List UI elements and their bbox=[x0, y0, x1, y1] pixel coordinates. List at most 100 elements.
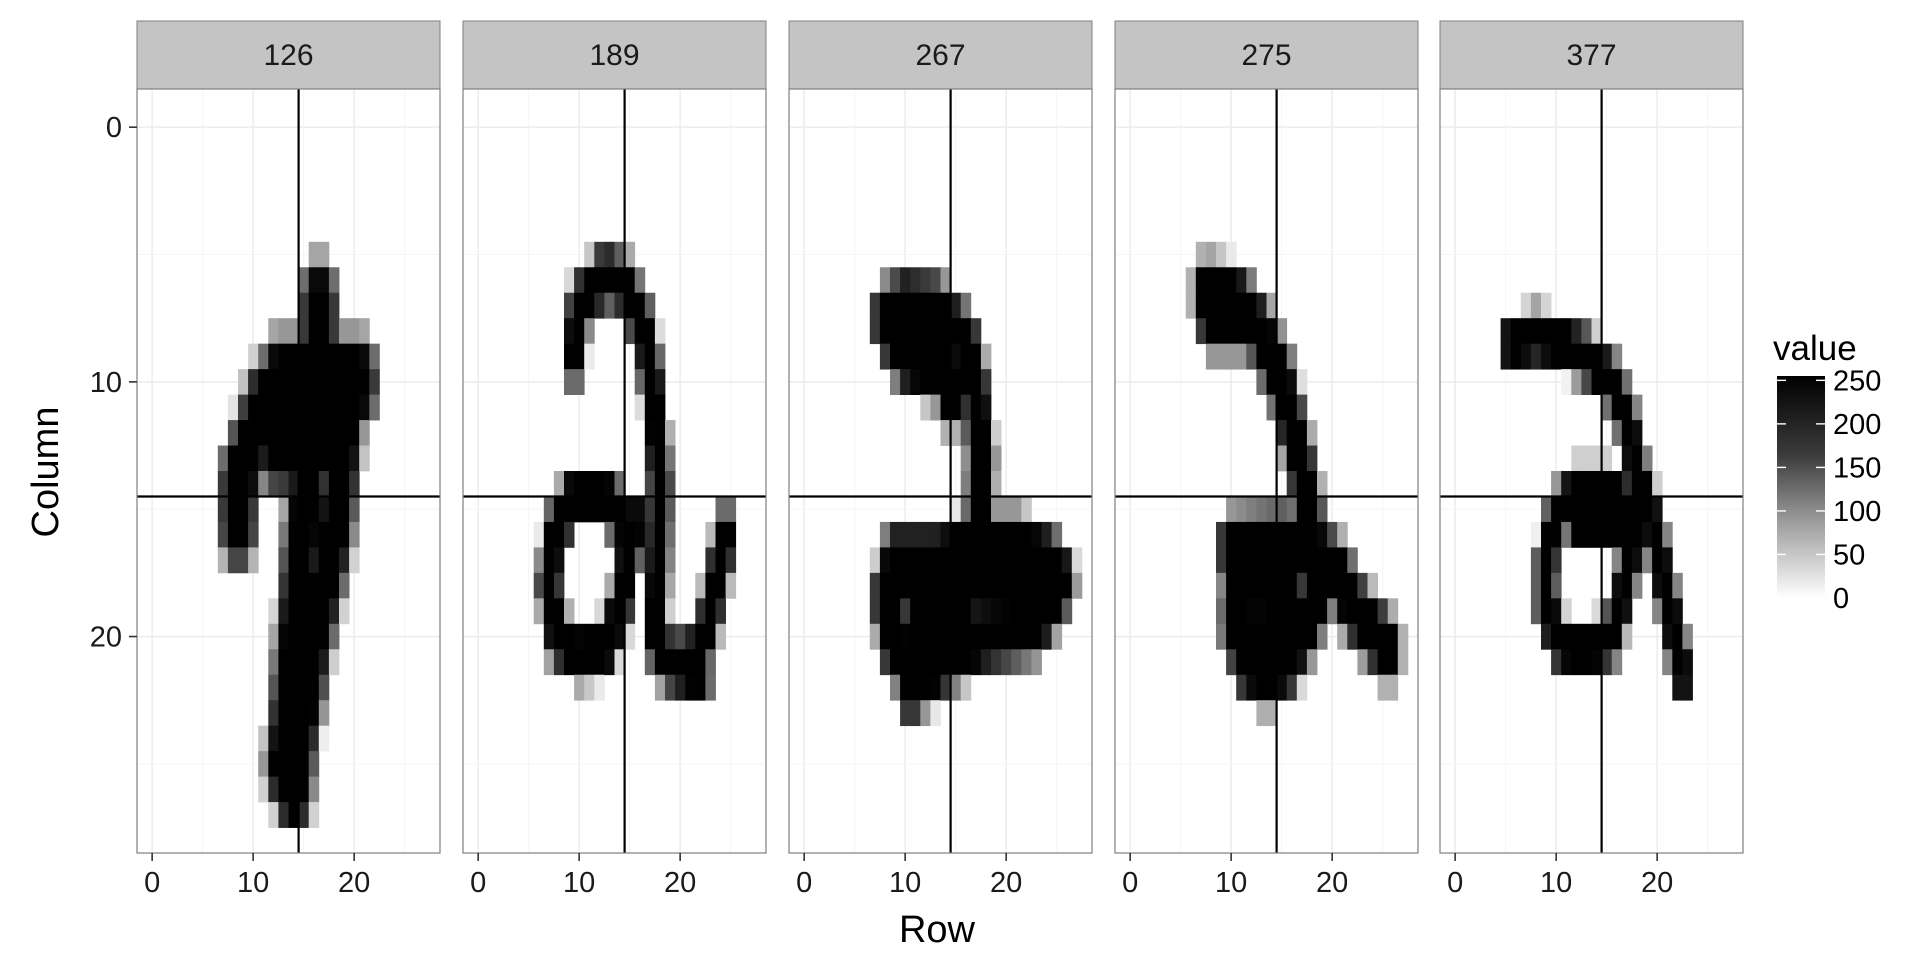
pixel-tile bbox=[1500, 343, 1512, 370]
pixel-tile bbox=[1071, 547, 1083, 574]
pixel-tile bbox=[339, 343, 350, 370]
pixel-tile bbox=[1256, 521, 1267, 548]
pixel-tile bbox=[634, 496, 646, 523]
pixel-tile bbox=[553, 496, 565, 523]
pixel-tile bbox=[1621, 445, 1633, 472]
pixel-tile bbox=[339, 369, 350, 395]
pixel-tile bbox=[1621, 369, 1633, 395]
pixel-tile bbox=[1276, 420, 1288, 446]
pixel-tile bbox=[940, 521, 951, 548]
pixel-tile bbox=[920, 572, 931, 599]
pixel-tile bbox=[268, 623, 279, 650]
pixel-tile bbox=[318, 445, 330, 472]
pixel-tile bbox=[1051, 623, 1063, 650]
pixel-tile bbox=[1672, 649, 1683, 676]
pixel-tile bbox=[1541, 572, 1552, 599]
pixel-tile bbox=[1205, 241, 1217, 268]
pixel-tile bbox=[258, 776, 269, 803]
pixel-tile bbox=[328, 649, 340, 676]
x-tick-label: 10 bbox=[889, 867, 921, 899]
pixel-tile bbox=[665, 623, 676, 650]
pixel-tile bbox=[318, 471, 330, 497]
pixel-tile bbox=[1256, 292, 1267, 319]
pixel-tile bbox=[258, 751, 269, 777]
panel-background bbox=[1115, 89, 1418, 853]
legend-tick-label: 150 bbox=[1833, 452, 1881, 484]
pixel-tile bbox=[1530, 292, 1542, 319]
pixel-tile bbox=[1286, 521, 1298, 548]
pixel-tile bbox=[920, 598, 931, 625]
pixel-tile bbox=[1276, 598, 1288, 625]
pixel-tile bbox=[308, 674, 320, 701]
pixel-tile bbox=[685, 649, 696, 676]
pixel-tile bbox=[715, 598, 726, 625]
pixel-tile bbox=[339, 471, 350, 497]
pixel-tile bbox=[1541, 318, 1552, 345]
pixel-tile bbox=[654, 623, 666, 650]
pixel-tile bbox=[1551, 649, 1562, 676]
x-tick-label: 10 bbox=[237, 867, 269, 899]
pixel-tile bbox=[950, 420, 962, 446]
pixel-tile bbox=[604, 241, 615, 268]
pixel-tile bbox=[1652, 547, 1663, 574]
facet-strip bbox=[1439, 20, 1744, 90]
pixel-tile bbox=[675, 674, 686, 701]
pixel-tile bbox=[940, 318, 951, 345]
pixel-tile bbox=[1276, 572, 1288, 599]
pixel-tile bbox=[869, 318, 881, 345]
pixel-tile bbox=[1276, 496, 1288, 523]
pixel-tile bbox=[1530, 547, 1542, 574]
pixel-tile bbox=[725, 496, 737, 523]
pixel-tile bbox=[1246, 547, 1257, 574]
pixel-tile bbox=[328, 572, 340, 599]
pixel-tile bbox=[278, 674, 289, 701]
pixel-tile bbox=[970, 343, 982, 370]
pixel-tile bbox=[1011, 572, 1022, 599]
pixel-tile bbox=[869, 547, 881, 574]
pixel-tile bbox=[328, 471, 340, 497]
pixel-tile bbox=[1226, 496, 1237, 523]
pixel-tile bbox=[288, 623, 299, 650]
pixel-tile bbox=[1246, 318, 1257, 345]
pixel-tile bbox=[1041, 547, 1052, 574]
pixel-tile bbox=[960, 369, 972, 395]
pixel-tile bbox=[930, 343, 941, 370]
pixel-tile bbox=[1520, 318, 1532, 345]
pixel-tile bbox=[869, 572, 881, 599]
pixel-tile bbox=[543, 521, 555, 548]
pixel-tile bbox=[574, 292, 585, 319]
pixel-tile bbox=[584, 241, 595, 268]
pixel-tile bbox=[543, 572, 555, 599]
pixel-tile bbox=[1652, 496, 1663, 523]
pixel-tile bbox=[543, 496, 555, 523]
pixel-tile bbox=[298, 445, 310, 472]
pixel-tile bbox=[1347, 547, 1358, 574]
pixel-tile bbox=[654, 572, 666, 599]
pixel-tile bbox=[900, 700, 911, 727]
pixel-tile bbox=[920, 292, 931, 319]
pixel-tile bbox=[665, 471, 676, 497]
pixel-tile bbox=[991, 649, 1002, 676]
pixel-tile bbox=[920, 343, 931, 370]
pixel-tile bbox=[970, 572, 982, 599]
pixel-tile bbox=[950, 572, 962, 599]
pixel-tile bbox=[1296, 471, 1308, 497]
pixel-tile bbox=[1296, 420, 1308, 446]
pixel-tile bbox=[359, 420, 370, 446]
pixel-tile bbox=[1541, 343, 1552, 370]
pixel-tile bbox=[248, 445, 259, 472]
pixel-tile bbox=[634, 343, 646, 370]
pixel-tile bbox=[695, 572, 706, 599]
pixel-tile bbox=[1581, 496, 1592, 523]
pixel-tile bbox=[869, 292, 881, 319]
legend-ticks: 250 200 150 100 50 0 bbox=[1777, 365, 1881, 615]
pixel-tile bbox=[890, 292, 901, 319]
pixel-tile bbox=[910, 674, 921, 701]
y-tick-label: 0 bbox=[106, 112, 122, 144]
pixel-tile bbox=[991, 420, 1002, 446]
pixel-tile bbox=[564, 292, 575, 319]
pixel-tile bbox=[268, 674, 279, 701]
pixel-tile bbox=[1296, 445, 1308, 472]
pixel-tile bbox=[258, 394, 269, 421]
pixel-tile bbox=[960, 649, 972, 676]
